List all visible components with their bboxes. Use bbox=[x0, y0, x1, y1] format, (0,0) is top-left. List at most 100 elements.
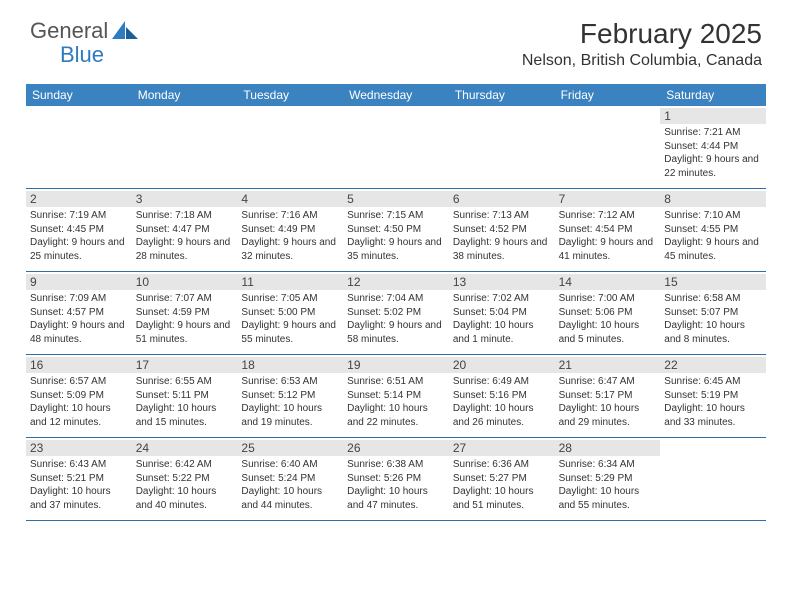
day-cell: 27Sunrise: 6:36 AMSunset: 5:27 PMDayligh… bbox=[449, 438, 555, 520]
daylight-text: Daylight: 9 hours and 32 minutes. bbox=[241, 236, 339, 263]
day-cell bbox=[555, 106, 661, 188]
day-cell: 9Sunrise: 7:09 AMSunset: 4:57 PMDaylight… bbox=[26, 272, 132, 354]
sunrise-text: Sunrise: 7:16 AM bbox=[241, 209, 339, 223]
daylight-text: Daylight: 10 hours and 5 minutes. bbox=[559, 319, 657, 346]
sunset-text: Sunset: 5:07 PM bbox=[664, 306, 762, 320]
day-info: Sunrise: 7:00 AMSunset: 5:06 PMDaylight:… bbox=[559, 292, 657, 346]
sunrise-text: Sunrise: 6:36 AM bbox=[453, 458, 551, 472]
day-number: 1 bbox=[660, 108, 766, 124]
day-cell: 23Sunrise: 6:43 AMSunset: 5:21 PMDayligh… bbox=[26, 438, 132, 520]
location: Nelson, British Columbia, Canada bbox=[522, 52, 762, 70]
day-number: 11 bbox=[237, 274, 343, 290]
day-info: Sunrise: 6:55 AMSunset: 5:11 PMDaylight:… bbox=[136, 375, 234, 429]
day-number: 15 bbox=[660, 274, 766, 290]
daylight-text: Daylight: 9 hours and 35 minutes. bbox=[347, 236, 445, 263]
sunset-text: Sunset: 4:47 PM bbox=[136, 223, 234, 237]
header: General Blue February 2025 Nelson, Briti… bbox=[0, 0, 792, 76]
day-cell bbox=[660, 438, 766, 520]
sunrise-text: Sunrise: 7:13 AM bbox=[453, 209, 551, 223]
sunset-text: Sunset: 4:50 PM bbox=[347, 223, 445, 237]
day-cell: 15Sunrise: 6:58 AMSunset: 5:07 PMDayligh… bbox=[660, 272, 766, 354]
day-header-sat: Saturday bbox=[660, 84, 766, 106]
day-number: 10 bbox=[132, 274, 238, 290]
day-info: Sunrise: 7:09 AMSunset: 4:57 PMDaylight:… bbox=[30, 292, 128, 346]
day-cell: 10Sunrise: 7:07 AMSunset: 4:59 PMDayligh… bbox=[132, 272, 238, 354]
logo: General Blue bbox=[30, 18, 138, 44]
sunset-text: Sunset: 4:45 PM bbox=[30, 223, 128, 237]
day-cell: 16Sunrise: 6:57 AMSunset: 5:09 PMDayligh… bbox=[26, 355, 132, 437]
sunrise-text: Sunrise: 6:43 AM bbox=[30, 458, 128, 472]
day-info: Sunrise: 7:02 AMSunset: 5:04 PMDaylight:… bbox=[453, 292, 551, 346]
day-info: Sunrise: 7:18 AMSunset: 4:47 PMDaylight:… bbox=[136, 209, 234, 263]
month-title: February 2025 bbox=[522, 18, 762, 50]
sunset-text: Sunset: 5:02 PM bbox=[347, 306, 445, 320]
sunset-text: Sunset: 4:57 PM bbox=[30, 306, 128, 320]
day-number: 14 bbox=[555, 274, 661, 290]
day-number: 7 bbox=[555, 191, 661, 207]
day-info: Sunrise: 7:10 AMSunset: 4:55 PMDaylight:… bbox=[664, 209, 762, 263]
day-info: Sunrise: 6:38 AMSunset: 5:26 PMDaylight:… bbox=[347, 458, 445, 512]
sunrise-text: Sunrise: 6:47 AM bbox=[559, 375, 657, 389]
day-info: Sunrise: 6:36 AMSunset: 5:27 PMDaylight:… bbox=[453, 458, 551, 512]
sunset-text: Sunset: 5:26 PM bbox=[347, 472, 445, 486]
sunrise-text: Sunrise: 7:00 AM bbox=[559, 292, 657, 306]
daylight-text: Daylight: 9 hours and 55 minutes. bbox=[241, 319, 339, 346]
sunset-text: Sunset: 5:21 PM bbox=[30, 472, 128, 486]
day-info: Sunrise: 6:42 AMSunset: 5:22 PMDaylight:… bbox=[136, 458, 234, 512]
day-number: 21 bbox=[555, 357, 661, 373]
sunset-text: Sunset: 4:49 PM bbox=[241, 223, 339, 237]
day-header-sun: Sunday bbox=[26, 84, 132, 106]
sunrise-text: Sunrise: 7:15 AM bbox=[347, 209, 445, 223]
sunset-text: Sunset: 5:12 PM bbox=[241, 389, 339, 403]
day-cell: 13 Sunrise: 7:02 AMSunset: 5:04 PMDayligh… bbox=[449, 272, 555, 354]
daylight-text: Daylight: 10 hours and 19 minutes. bbox=[241, 402, 339, 429]
day-number: 16 bbox=[26, 357, 132, 373]
day-number: 5 bbox=[343, 191, 449, 207]
day-cell: 20 Sunrise: 6:49 AMSunset: 5:16 PMDayligh… bbox=[449, 355, 555, 437]
day-info: Sunrise: 6:51 AMSunset: 5:14 PMDaylight:… bbox=[347, 375, 445, 429]
day-number: 19 bbox=[343, 357, 449, 373]
day-info: Sunrise: 7:13 AMSunset: 4:52 PMDaylight:… bbox=[453, 209, 551, 263]
day-cell: 6Sunrise: 7:13 AMSunset: 4:52 PMDaylight… bbox=[449, 189, 555, 271]
day-header-fri: Friday bbox=[555, 84, 661, 106]
sunrise-text: Sunrise: 6:58 AM bbox=[664, 292, 762, 306]
day-info: Sunrise: 7:19 AMSunset: 4:45 PMDaylight:… bbox=[30, 209, 128, 263]
sunrise-text: Sunrise: 6:42 AM bbox=[136, 458, 234, 472]
day-number: 13 bbox=[449, 274, 555, 290]
daylight-text: Daylight: 10 hours and 26 minutes. bbox=[453, 402, 551, 429]
day-cell: 28Sunrise: 6:34 AMSunset: 5:29 PMDayligh… bbox=[555, 438, 661, 520]
sunrise-text: Sunrise: 6:34 AM bbox=[559, 458, 657, 472]
day-number: 20 bbox=[449, 357, 555, 373]
day-cell: 1Sunrise: 7:21 AMSunset: 4:44 PMDaylight… bbox=[660, 106, 766, 188]
sunrise-text: Sunrise: 7:05 AM bbox=[241, 292, 339, 306]
day-info: Sunrise: 7:12 AMSunset: 4:54 PMDaylight:… bbox=[559, 209, 657, 263]
week-row: 2Sunrise: 7:19 AMSunset: 4:45 PMDaylight… bbox=[26, 189, 766, 272]
daylight-text: Daylight: 10 hours and 1 minute. bbox=[453, 319, 551, 346]
day-number: 28 bbox=[555, 440, 661, 456]
day-cell: 26 Sunrise: 6:38 AMSunset: 5:26 PMDayligh… bbox=[343, 438, 449, 520]
day-number: 12 bbox=[343, 274, 449, 290]
sunset-text: Sunset: 4:52 PM bbox=[453, 223, 551, 237]
day-info: Sunrise: 6:45 AMSunset: 5:19 PMDaylight:… bbox=[664, 375, 762, 429]
day-header-thu: Thursday bbox=[449, 84, 555, 106]
sunrise-text: Sunrise: 6:45 AM bbox=[664, 375, 762, 389]
day-info: Sunrise: 6:49 AMSunset: 5:16 PMDaylight:… bbox=[453, 375, 551, 429]
sunset-text: Sunset: 5:14 PM bbox=[347, 389, 445, 403]
day-header-tue: Tuesday bbox=[237, 84, 343, 106]
day-cell: 24Sunrise: 6:42 AMSunset: 5:22 PMDayligh… bbox=[132, 438, 238, 520]
sunrise-text: Sunrise: 7:04 AM bbox=[347, 292, 445, 306]
sunrise-text: Sunrise: 7:19 AM bbox=[30, 209, 128, 223]
sunrise-text: Sunrise: 6:55 AM bbox=[136, 375, 234, 389]
sunrise-text: Sunrise: 7:21 AM bbox=[664, 126, 762, 140]
day-number: 3 bbox=[132, 191, 238, 207]
day-cell bbox=[26, 106, 132, 188]
daylight-text: Daylight: 9 hours and 45 minutes. bbox=[664, 236, 762, 263]
day-number: 26 bbox=[343, 440, 449, 456]
daylight-text: Daylight: 10 hours and 44 minutes. bbox=[241, 485, 339, 512]
sunrise-text: Sunrise: 7:10 AM bbox=[664, 209, 762, 223]
sunset-text: Sunset: 5:27 PM bbox=[453, 472, 551, 486]
day-cell: 12Sunrise: 7:04 AMSunset: 5:02 PMDayligh… bbox=[343, 272, 449, 354]
day-number: 18 bbox=[237, 357, 343, 373]
daylight-text: Daylight: 10 hours and 29 minutes. bbox=[559, 402, 657, 429]
sunset-text: Sunset: 5:06 PM bbox=[559, 306, 657, 320]
